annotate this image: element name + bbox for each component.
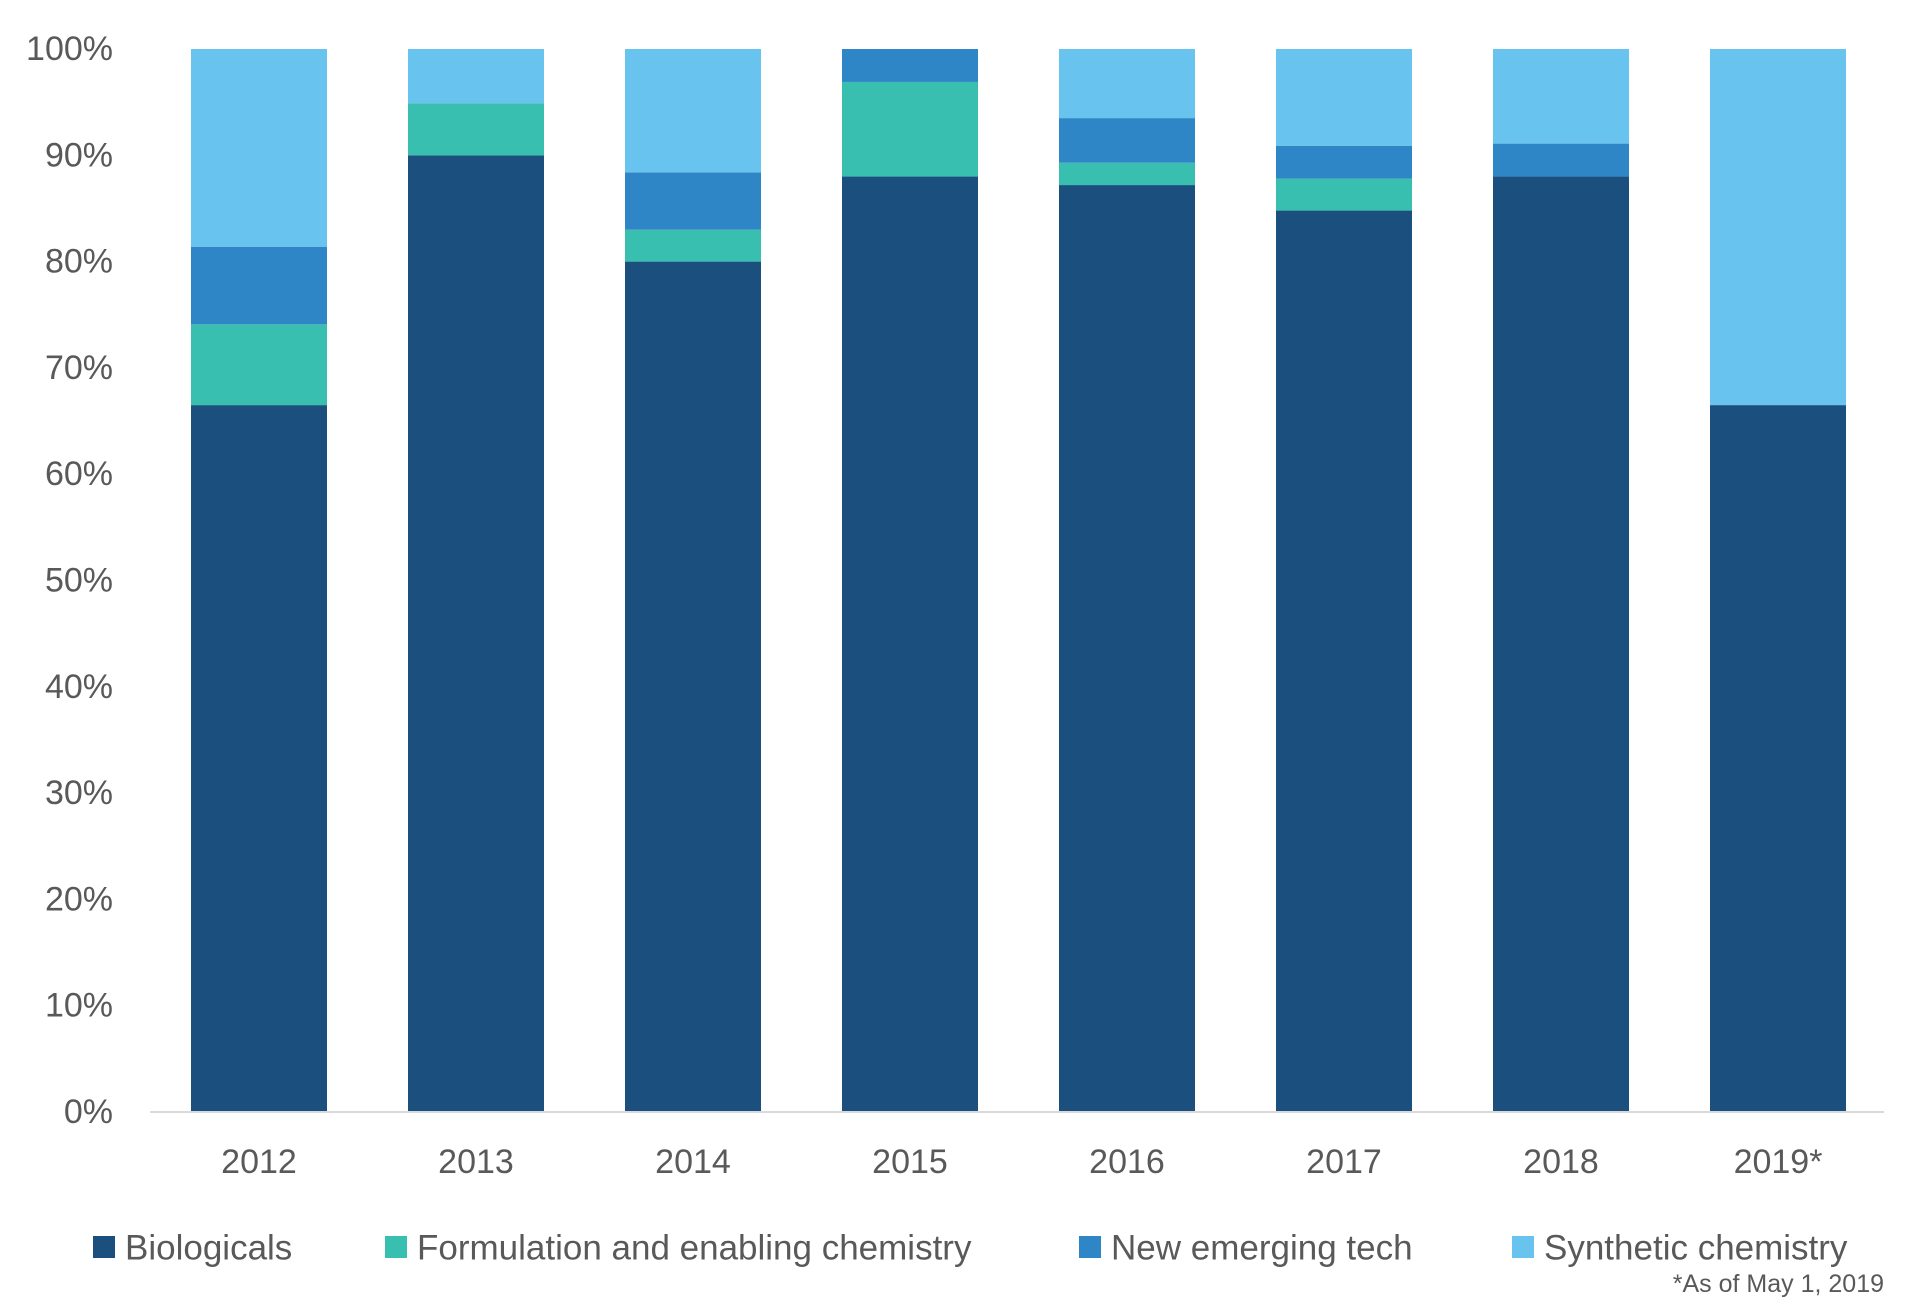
x-tick-label: 2017 bbox=[1306, 1143, 1382, 1181]
bar-segment-new-emerging-tech-2015 bbox=[842, 49, 978, 82]
y-tick-label: 10% bbox=[45, 987, 113, 1025]
legend: Biologicals Formulation and enabling chem… bbox=[93, 1229, 1848, 1268]
bar-segment-biologicals-2018 bbox=[1493, 176, 1629, 1112]
footnote: *As of May 1, 2019 bbox=[1673, 1270, 1884, 1298]
y-tick-label: 80% bbox=[45, 243, 113, 281]
bar-segment-biologicals-2013 bbox=[408, 155, 544, 1113]
bar-segment-synthetic-chemistry-2014 bbox=[625, 49, 761, 173]
bars bbox=[191, 49, 1846, 1113]
bar-segment-formulation-and-enabling-chemistry-2017 bbox=[1276, 178, 1412, 211]
bar-segment-biologicals-2017 bbox=[1276, 210, 1412, 1113]
bar-segment-formulation-and-enabling-chemistry-2013 bbox=[408, 103, 544, 156]
bar-segment-formulation-and-enabling-chemistry-2016 bbox=[1059, 162, 1195, 186]
legend-swatch bbox=[1079, 1236, 1101, 1258]
bar-segment-biologicals-2014 bbox=[625, 261, 761, 1113]
bar-segment-new-emerging-tech-2018 bbox=[1493, 143, 1629, 177]
legend-swatch bbox=[385, 1236, 407, 1258]
y-tick-label: 20% bbox=[45, 880, 113, 918]
y-tick-label: 30% bbox=[45, 774, 113, 812]
bar-segment-synthetic-chemistry-2017 bbox=[1276, 49, 1412, 146]
y-tick-label: 100% bbox=[26, 30, 113, 68]
x-tick-label: 2016 bbox=[1089, 1143, 1165, 1181]
x-tick-label: 2014 bbox=[655, 1143, 731, 1181]
bar-segment-synthetic-chemistry-2016 bbox=[1059, 49, 1195, 119]
bar-segment-synthetic-chemistry-2018 bbox=[1493, 49, 1629, 144]
bar-segment-biologicals-2016 bbox=[1059, 185, 1195, 1113]
x-tick-label: 2018 bbox=[1523, 1143, 1599, 1181]
legend-label: Synthetic chemistry bbox=[1544, 1229, 1848, 1268]
bar-segment-formulation-and-enabling-chemistry-2012 bbox=[191, 324, 327, 406]
y-tick-label: 40% bbox=[45, 668, 113, 706]
bar-segment-biologicals-2015 bbox=[842, 176, 978, 1112]
x-tick-label: 2015 bbox=[872, 1143, 948, 1181]
bar-segment-synthetic-chemistry-2013 bbox=[408, 49, 544, 104]
y-axis-tick-labels: 0% 10% 20% 30% 40% 50% 60% 70% 80% 90% 100% bbox=[26, 30, 113, 1131]
bar-segment-new-emerging-tech-2016 bbox=[1059, 118, 1195, 163]
y-tick-label: 0% bbox=[64, 1093, 113, 1131]
bar-segment-formulation-and-enabling-chemistry-2014 bbox=[625, 229, 761, 262]
bar-segment-new-emerging-tech-2014 bbox=[625, 172, 761, 230]
x-tick-label: 2012 bbox=[221, 1143, 297, 1181]
bar-segment-biologicals-2012 bbox=[191, 405, 327, 1113]
bar-segment-synthetic-chemistry-2019 bbox=[1710, 49, 1846, 406]
x-tick-label: 2019* bbox=[1734, 1143, 1823, 1181]
legend-swatch bbox=[1512, 1236, 1534, 1258]
y-tick-label: 90% bbox=[45, 136, 113, 174]
x-axis-tick-labels: 2012 2013 2014 2015 2016 2017 2018 2019* bbox=[221, 1143, 1822, 1181]
bar-segment-new-emerging-tech-2012 bbox=[191, 246, 327, 325]
legend-label: Biologicals bbox=[125, 1229, 292, 1268]
legend-label: New emerging tech bbox=[1111, 1229, 1413, 1268]
bar-segment-new-emerging-tech-2017 bbox=[1276, 145, 1412, 179]
x-tick-label: 2013 bbox=[438, 1143, 514, 1181]
y-tick-label: 70% bbox=[45, 349, 113, 387]
legend-label: Formulation and enabling chemistry bbox=[417, 1229, 972, 1268]
bar-segment-biologicals-2019 bbox=[1710, 405, 1846, 1113]
y-tick-label: 60% bbox=[45, 455, 113, 493]
bar-segment-synthetic-chemistry-2012 bbox=[191, 49, 327, 247]
y-tick-label: 50% bbox=[45, 562, 113, 600]
legend-swatch bbox=[93, 1236, 115, 1258]
bar-segment-formulation-and-enabling-chemistry-2015 bbox=[842, 81, 978, 177]
